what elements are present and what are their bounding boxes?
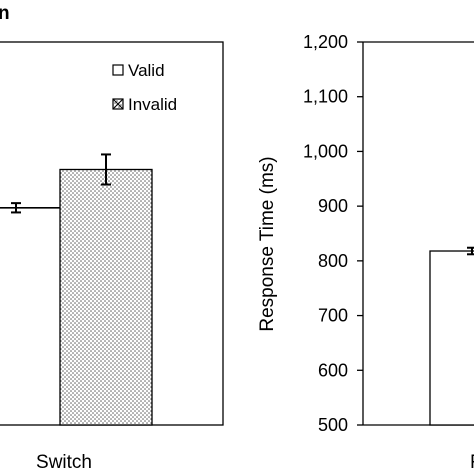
y-tick-label: 900 xyxy=(318,196,348,216)
error-bar-valid-right xyxy=(467,246,474,256)
legend-swatch-valid xyxy=(112,64,124,76)
bar-valid-right xyxy=(429,250,474,426)
y-tick-label: 600 xyxy=(318,360,348,380)
legend-label-invalid: Invalid xyxy=(128,95,177,114)
right-chart: Response Time (ms) 500 600 700 800 900 1,000 1… xyxy=(257,32,474,473)
error-bar-invalid-switch xyxy=(101,153,111,186)
y-axis-title: Response Time (ms) xyxy=(257,156,278,331)
y-tick-label: 1,000 xyxy=(303,141,348,161)
panel-label: n xyxy=(0,3,10,24)
category-label-switch: Switch xyxy=(36,452,92,473)
legend: Valid Invalid xyxy=(112,61,177,114)
y-tick-label: 700 xyxy=(318,306,348,326)
error-bar-line xyxy=(11,202,21,214)
y-tick-label: 500 xyxy=(318,415,348,435)
bar-invalid-switch xyxy=(59,168,153,426)
left-chart: Valid Invalid Switch xyxy=(0,41,224,473)
y-tick-label: 1,200 xyxy=(303,32,348,52)
y-axis-ticks: 500 600 700 800 900 1,000 1,100 1,200 xyxy=(303,32,363,435)
y-tick-label: 800 xyxy=(318,251,348,271)
y-tick-label: 1,100 xyxy=(303,87,348,107)
legend-label-valid: Valid xyxy=(128,61,165,80)
category-label-right: R xyxy=(470,452,474,473)
